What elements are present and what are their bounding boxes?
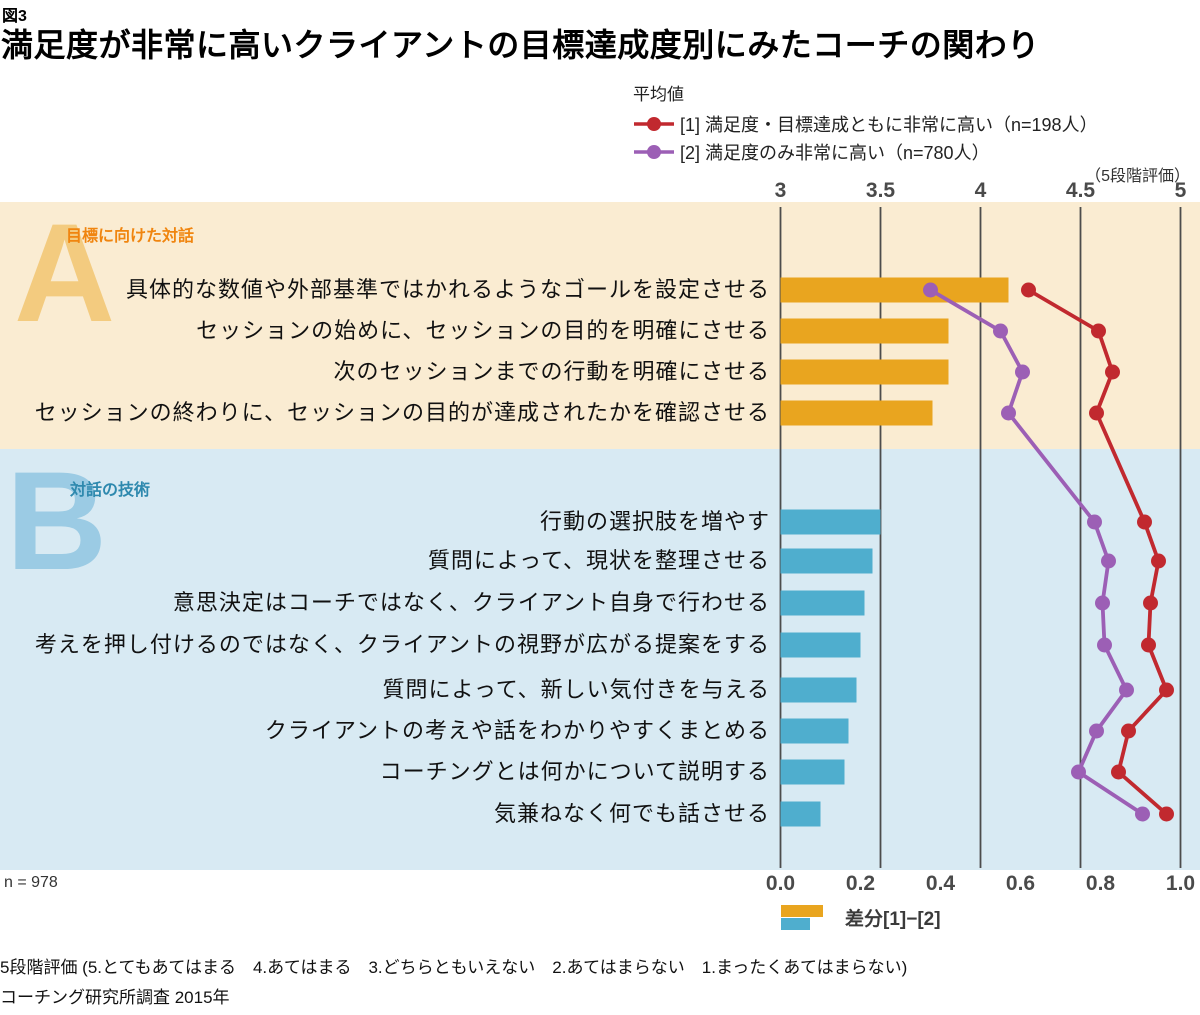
diff-swatch-orange	[781, 905, 823, 917]
legend-item-1-label: [1] 満足度・目標達成ともに非常に高い（n=198人）	[680, 115, 1098, 135]
value-axis-tick-label: 4.5	[1065, 179, 1096, 202]
section-b-letter: B	[6, 442, 108, 599]
row-label: クライアントの考えや話をわかりやすくまとめる	[264, 718, 770, 743]
legend-item-1: [1] 満足度・目標達成ともに非常に高い（n=198人）	[633, 110, 1098, 138]
section-a-letter: A	[14, 194, 116, 351]
row-label: 気兼ねなく何でも話させる	[493, 801, 770, 826]
value-axis-tick-label: 5	[1174, 179, 1187, 202]
section-b-title: 対話の技術	[70, 482, 151, 499]
diff-legend: 差分[1]−[2]	[781, 904, 941, 931]
row-label: 行動の選択肢を増やす	[539, 509, 770, 534]
diff-swatch-blue	[781, 918, 810, 930]
sample-size: n = 978	[4, 874, 58, 891]
row-label: コーチングとは何かについて説明する	[379, 759, 770, 784]
diff-axis-tick-label: 0.6	[1005, 872, 1036, 895]
row-label: 質問によって、新しい気付きを与える	[382, 677, 770, 702]
row-label: 質問によって、現状を整理させる	[427, 548, 770, 573]
footnote-source: コーチング研究所調査 2015年	[0, 988, 230, 1007]
diff-axis-tick-label: 0.8	[1085, 872, 1116, 895]
row-label: セッションの終わりに、セッションの目的が達成されたかを確認させる	[34, 400, 770, 425]
figure-number: 図3	[2, 8, 27, 25]
row-label: 考えを押し付けるのではなく、クライアントの視野が広がる提案をする	[34, 632, 770, 657]
diff-axis-tick-label: 0.4	[925, 872, 956, 895]
diff-axis-tick-label: 0.2	[845, 872, 876, 895]
row-label: 具体的な数値や外部基準ではかれるようなゴールを設定させる	[125, 277, 770, 302]
diff-legend-label: 差分[1]−[2]	[845, 909, 941, 930]
row-label: 意思決定はコーチではなく、クライアント自身で行わせる	[172, 590, 770, 615]
legend-title: 平均値	[633, 85, 684, 104]
legend-item-2-label: [2] 満足度のみ非常に高い（n=780人）	[680, 143, 990, 163]
legend-item-2: [2] 満足度のみ非常に高い（n=780人）	[633, 138, 1098, 166]
series-1-line-dot-marker	[634, 117, 674, 131]
scale-note: （5段階評価）	[1085, 168, 1190, 185]
chart-legend: 平均値 [1] 満足度・目標達成ともに非常に高い（n=198人） [2] 満足度…	[633, 80, 1098, 166]
footnote-scale: 5段階評価 (5.とてもあてはまる 4.あてはまる 3.どちらともいえない 2.…	[0, 958, 908, 977]
section-a-title: 目標に向けた対話	[66, 228, 195, 245]
series-2-line-dot-marker	[634, 145, 674, 159]
diff-axis-tick-label: 1.0	[1165, 872, 1196, 895]
value-axis-tick-label: 4	[974, 179, 987, 202]
row-label: セッションの始めに、セッションの目的を明確にさせる	[196, 318, 770, 343]
diff-swatches	[781, 905, 823, 930]
row-label: 次のセッションまでの行動を明確にさせる	[333, 359, 770, 384]
page-title: 満足度が非常に高いクライアントの目標達成度別にみたコーチの関わり	[1, 27, 1040, 63]
diff-axis-tick-label: 0.0	[765, 872, 796, 895]
value-axis-tick-label: 3.5	[865, 179, 896, 202]
value-axis-tick-label: 3	[774, 179, 787, 202]
